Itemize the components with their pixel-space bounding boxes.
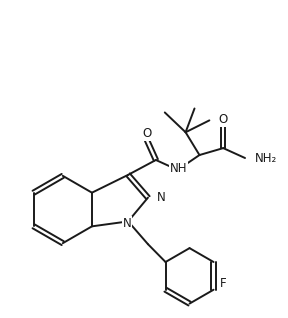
- Text: NH₂: NH₂: [255, 151, 277, 164]
- Text: NH: NH: [170, 162, 187, 176]
- Text: N: N: [157, 191, 166, 204]
- Text: F: F: [220, 277, 227, 290]
- Text: O: O: [219, 113, 228, 126]
- Text: O: O: [142, 127, 151, 140]
- Text: N: N: [123, 217, 132, 230]
